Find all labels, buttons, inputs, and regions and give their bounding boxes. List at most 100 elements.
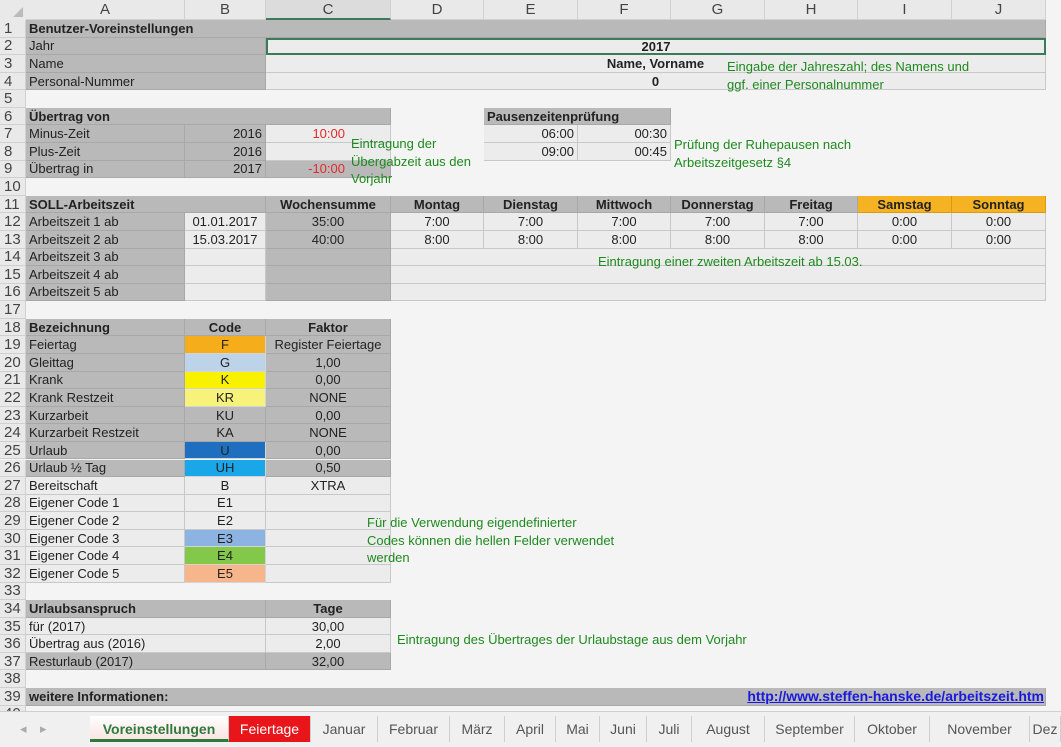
- cell-C28[interactable]: [266, 494, 391, 513]
- row-header[interactable]: 11: [0, 196, 26, 214]
- cell-A25[interactable]: Urlaub: [26, 441, 185, 460]
- cell-A30[interactable]: Eigener Code 3: [26, 529, 185, 548]
- cell-C2[interactable]: 2017: [266, 37, 1046, 56]
- row-header[interactable]: 7: [0, 125, 26, 144]
- row-header[interactable]: 19: [0, 336, 26, 355]
- cell-B24[interactable]: KA: [185, 424, 266, 442]
- column-header-A[interactable]: A: [26, 0, 185, 20]
- cell-A15[interactable]: Arbeitszeit 4 ab: [26, 266, 185, 284]
- cell-A39[interactable]: weitere Informationen:: [26, 688, 1046, 706]
- cell-A13[interactable]: Arbeitszeit 2 ab: [26, 230, 185, 249]
- cell-B25[interactable]: U: [185, 441, 266, 460]
- tab-scroll-left-icon[interactable]: ◂: [20, 721, 27, 736]
- cell-C22[interactable]: NONE: [266, 389, 391, 407]
- cell-C36[interactable]: 2,00: [266, 635, 391, 653]
- row-header[interactable]: 8: [0, 143, 26, 161]
- cell-C34[interactable]: Tage: [266, 600, 391, 618]
- column-header-I[interactable]: I: [858, 0, 952, 20]
- row-header[interactable]: 37: [0, 653, 26, 671]
- cell-B31[interactable]: E4: [185, 547, 266, 565]
- cell-C4[interactable]: 0: [266, 72, 1046, 91]
- cell-A34[interactable]: Urlaubsanspruch: [26, 600, 266, 618]
- cell-H11[interactable]: Freitag: [765, 195, 858, 214]
- cell-I11[interactable]: Samstag: [858, 195, 952, 214]
- column-header-F[interactable]: F: [578, 0, 671, 20]
- cell-A7[interactable]: Minus-Zeit: [26, 125, 185, 144]
- cell-B26[interactable]: UH: [185, 459, 266, 478]
- sheet-tab-juni[interactable]: Juni: [600, 716, 647, 742]
- cell-F7[interactable]: 00:30: [578, 125, 671, 144]
- sheet-tab-märz[interactable]: März: [450, 716, 505, 742]
- cell-C20[interactable]: 1,00: [266, 354, 391, 372]
- row-header[interactable]: 14: [0, 248, 26, 267]
- select-all-corner[interactable]: [0, 0, 26, 20]
- cell-B19[interactable]: F: [185, 336, 266, 355]
- cell-C16[interactable]: [266, 283, 391, 302]
- cell-B23[interactable]: KU: [185, 406, 266, 425]
- column-header-E[interactable]: E: [484, 0, 578, 20]
- cell-G13[interactable]: 8:00: [671, 230, 765, 249]
- cell-H13[interactable]: 8:00: [765, 230, 858, 249]
- cell-B7[interactable]: 2016: [185, 125, 266, 144]
- cell-C32[interactable]: [266, 564, 391, 583]
- cell-A2[interactable]: Jahr: [26, 37, 266, 56]
- cell-C14[interactable]: [266, 248, 391, 267]
- cell-C24[interactable]: NONE: [266, 424, 391, 442]
- cell-E8[interactable]: 09:00: [484, 143, 578, 161]
- cell-B28[interactable]: E1: [185, 494, 266, 513]
- row-header[interactable]: 17: [0, 301, 26, 319]
- row-header[interactable]: 26: [0, 459, 26, 478]
- sheet-tab-september[interactable]: September: [765, 716, 855, 742]
- sheet-tab-dez[interactable]: Dez: [1030, 716, 1061, 742]
- column-header-J[interactable]: J: [952, 0, 1046, 20]
- column-header-H[interactable]: H: [765, 0, 858, 20]
- cell-C3[interactable]: Name, Vorname: [266, 55, 1046, 73]
- cell-D11[interactable]: Montag: [391, 195, 484, 214]
- cell-F11[interactable]: Mittwoch: [578, 195, 671, 214]
- cell-A8[interactable]: Plus-Zeit: [26, 143, 185, 161]
- row-header[interactable]: 36: [0, 635, 26, 653]
- cell-A29[interactable]: Eigener Code 2: [26, 512, 185, 530]
- cell-E7[interactable]: 06:00: [484, 125, 578, 144]
- cell-D13[interactable]: 8:00: [391, 230, 484, 249]
- cell-A22[interactable]: Krank Restzeit: [26, 389, 185, 407]
- row-header[interactable]: 39: [0, 688, 26, 706]
- cell-J13[interactable]: 0:00: [952, 230, 1046, 249]
- cell-B8[interactable]: 2016: [185, 143, 266, 161]
- cell-A36[interactable]: Übertrag aus (2016): [26, 635, 266, 653]
- cell-J11[interactable]: Sonntag: [952, 195, 1046, 214]
- cell-C37[interactable]: 32,00: [266, 652, 391, 671]
- cell-A37[interactable]: Resturlaub (2017): [26, 652, 266, 671]
- cell-A27[interactable]: Bereitschaft: [26, 477, 185, 495]
- cell-A31[interactable]: Eigener Code 4: [26, 547, 185, 565]
- row-header[interactable]: 18: [0, 319, 26, 337]
- cell-H12[interactable]: 7:00: [765, 213, 858, 231]
- sheet-tab-juli[interactable]: Juli: [647, 716, 692, 742]
- cell-A1[interactable]: Benutzer-Voreinstellungen: [26, 20, 1046, 38]
- cell-B12[interactable]: 01.01.2017: [185, 213, 266, 231]
- cell-C25[interactable]: 0,00: [266, 441, 391, 460]
- cell-B13[interactable]: 15.03.2017: [185, 230, 266, 249]
- cell-D12[interactable]: 7:00: [391, 213, 484, 231]
- cell-B15[interactable]: [185, 266, 266, 284]
- row-header[interactable]: 20: [0, 354, 26, 372]
- sheet-tab-februar[interactable]: Februar: [378, 716, 450, 742]
- cell-C27[interactable]: XTRA: [266, 477, 391, 495]
- row-header[interactable]: 30: [0, 530, 26, 548]
- row-header[interactable]: 22: [0, 389, 26, 407]
- row-header[interactable]: 15: [0, 266, 26, 284]
- cell-G11[interactable]: Donnerstag: [671, 195, 765, 214]
- cell-A18[interactable]: Bezeichnung: [26, 318, 185, 337]
- cell-C11[interactable]: Wochensumme: [266, 195, 391, 214]
- cell-C31[interactable]: [266, 547, 391, 565]
- row-header[interactable]: 35: [0, 618, 26, 636]
- website-link[interactable]: http://www.steffen-hanske.de/arbeitszeit…: [747, 688, 1044, 704]
- row-header[interactable]: 34: [0, 600, 26, 618]
- cell-B30[interactable]: E3: [185, 529, 266, 548]
- cell-A11[interactable]: SOLL-Arbeitszeit: [26, 195, 266, 214]
- cell-D16[interactable]: [391, 283, 1046, 302]
- sheet-tab-voreinstellungen[interactable]: Voreinstellungen: [90, 716, 229, 742]
- cell-C21[interactable]: 0,00: [266, 371, 391, 390]
- row-header[interactable]: 16: [0, 283, 26, 302]
- row-header[interactable]: 1: [0, 20, 26, 38]
